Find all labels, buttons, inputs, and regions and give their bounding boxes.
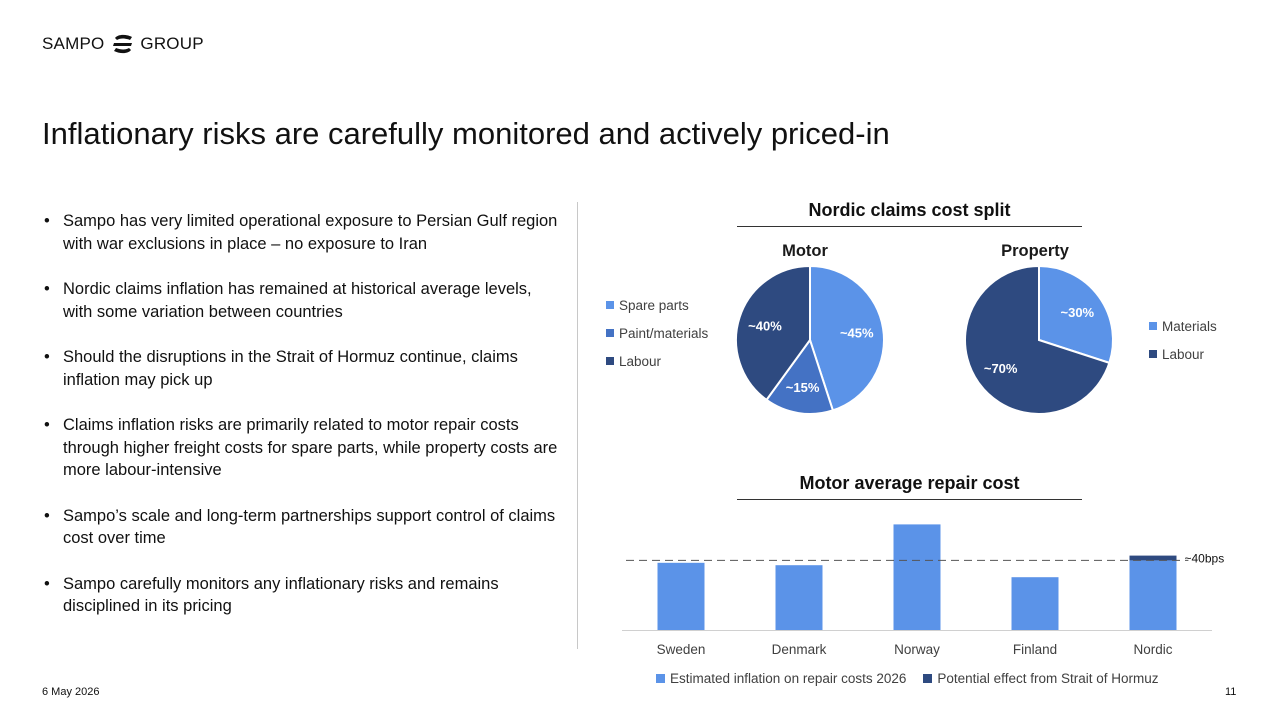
logo-text-group: GROUP bbox=[140, 34, 204, 53]
property-pie-slice-label: ~70% bbox=[984, 361, 1018, 376]
property-pie-slice bbox=[964, 264, 1111, 415]
legend-swatch bbox=[606, 329, 614, 337]
x-tick-label: Nordic bbox=[1133, 642, 1172, 657]
bar-inflation bbox=[1129, 560, 1177, 630]
motor-pie-slice bbox=[765, 337, 835, 415]
x-tick-label: Denmark bbox=[772, 642, 827, 657]
bar-chart-heading-rule bbox=[737, 499, 1082, 500]
motor-legend: Spare parts Paint/materials Labour bbox=[606, 291, 708, 375]
bullet-item: Nordic claims inflation has remained at … bbox=[44, 278, 564, 323]
legend-label: Estimated inflation on repair costs 2026 bbox=[670, 671, 907, 686]
page-title: Inflationary risks are carefully monitor… bbox=[42, 116, 890, 151]
sampo-logo-mark-icon bbox=[113, 34, 133, 54]
legend-swatch bbox=[1149, 350, 1157, 358]
bar-inflation bbox=[1011, 577, 1059, 630]
motor-pie-slice-label: ~40% bbox=[748, 318, 782, 333]
x-tick-label: Sweden bbox=[657, 642, 706, 657]
motor-pie-slice bbox=[735, 264, 811, 402]
legend-label: Labour bbox=[619, 353, 662, 369]
x-tick-label: Finland bbox=[1013, 642, 1057, 657]
property-pie-slice bbox=[1038, 264, 1114, 365]
legend-item: Materials bbox=[1149, 312, 1217, 340]
legend-swatch bbox=[606, 357, 614, 365]
bullet-item: Sampo’s scale and long-term partnerships… bbox=[44, 505, 564, 550]
legend-item: Labour bbox=[606, 347, 708, 375]
footer-date: 6 May 2026 bbox=[42, 686, 100, 698]
bar-inflation bbox=[893, 524, 941, 630]
property-pie-title: Property bbox=[1001, 242, 1069, 260]
legend-item: Paint/materials bbox=[606, 319, 708, 347]
page-number: 11 bbox=[1225, 686, 1237, 698]
legend-item: Estimated inflation on repair costs 2026 bbox=[656, 671, 906, 686]
bullet-item: Sampo carefully monitors any inflationar… bbox=[44, 573, 564, 618]
pie-group-heading: Nordic claims cost split bbox=[808, 200, 1011, 220]
legend-swatch bbox=[606, 301, 614, 309]
legend-item: Labour bbox=[1149, 340, 1217, 368]
x-tick-label: Norway bbox=[894, 642, 940, 657]
legend-label: Potential effect from Strait of Hormuz bbox=[937, 671, 1159, 686]
legend-label: Labour bbox=[1162, 346, 1205, 362]
legend-swatch bbox=[656, 674, 665, 683]
sampo-group-logo: SAMPO GROUP bbox=[42, 34, 204, 54]
property-pie-slice-label: ~30% bbox=[1061, 305, 1095, 320]
legend-item: Spare parts bbox=[606, 291, 708, 319]
property-legend: Materials Labour bbox=[1149, 312, 1217, 368]
hormuz-annotation: ~40bps bbox=[1185, 552, 1225, 566]
bar-inflation bbox=[775, 565, 823, 630]
bar-inflation bbox=[657, 562, 705, 630]
motor-pie-slice-label: ~15% bbox=[786, 380, 820, 395]
legend-swatch bbox=[923, 674, 933, 683]
bar-legend: Estimated inflation on repair costs 2026… bbox=[656, 671, 1175, 686]
pie-group-heading-rule bbox=[737, 226, 1082, 227]
bar-chart-heading: Motor average repair cost bbox=[799, 473, 1020, 493]
bullet-item: Claims inflation risks are primarily rel… bbox=[44, 414, 564, 482]
bullet-item: Should the disruptions in the Strait of … bbox=[44, 346, 564, 391]
motor-pie-slice-label: ~45% bbox=[840, 326, 874, 341]
logo-text-sampo: SAMPO bbox=[42, 34, 105, 53]
vertical-divider bbox=[577, 202, 578, 649]
legend-label: Paint/materials bbox=[619, 325, 709, 341]
motor-pie-slice bbox=[809, 264, 885, 412]
bar-hormuz-effect bbox=[1129, 555, 1177, 561]
legend-item: Potential effect from Strait of Hormuz bbox=[923, 671, 1158, 686]
legend-label: Materials bbox=[1162, 318, 1217, 334]
legend-swatch bbox=[1149, 322, 1157, 330]
legend-label: Spare parts bbox=[619, 297, 689, 313]
motor-pie-title: Motor bbox=[782, 242, 828, 260]
bullet-item: Sampo has very limited operational expos… bbox=[44, 210, 564, 255]
bullet-list: Sampo has very limited operational expos… bbox=[44, 210, 564, 618]
